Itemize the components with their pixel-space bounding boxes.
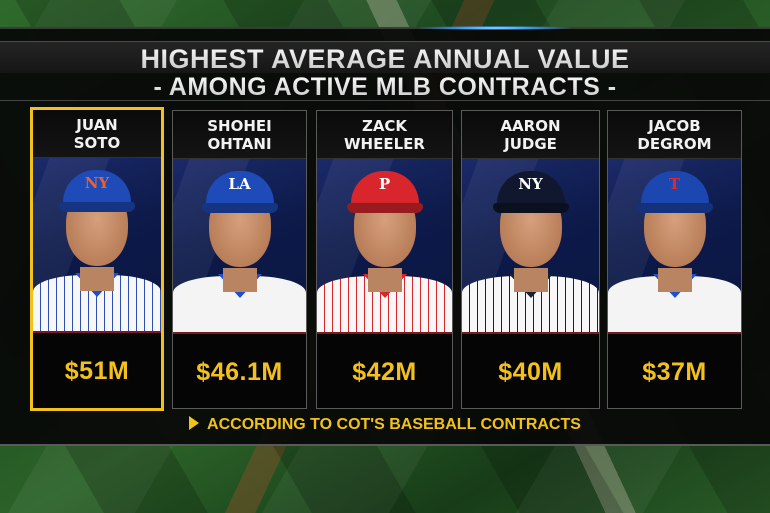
- player-name: AARON JUDGE: [462, 111, 599, 159]
- graphic-subtitle: - AMONG ACTIVE MLB CONTRACTS -: [0, 73, 770, 102]
- player-name: ZACK WHEELER: [317, 111, 452, 159]
- source-text: ACCORDING TO COT'S BASEBALL CONTRACTS: [207, 416, 581, 433]
- player-first-name: JACOB: [648, 116, 701, 135]
- neck: [80, 267, 114, 291]
- player-name: JUAN SOTO: [33, 110, 161, 158]
- player-last-name: WHEELER: [344, 134, 425, 153]
- player-photo: T: [608, 159, 741, 334]
- graphic-title: HIGHEST AVERAGE ANNUAL VALUE: [0, 44, 770, 75]
- player-card: AARON JUDGE NY $40M: [461, 110, 600, 409]
- contract-value: $51M: [64, 357, 130, 385]
- player-first-name: ZACK: [361, 116, 408, 135]
- neck: [657, 268, 692, 292]
- player-card: JACOB DEGROM T $37M: [607, 110, 742, 409]
- cap-brim: [636, 203, 713, 213]
- player-card: SHOHEI OHTANI LA $46.1M: [172, 110, 307, 409]
- cap-icon: [205, 171, 274, 209]
- source-note: ACCORDING TO COT'S BASEBALL CONTRACTS: [0, 415, 770, 434]
- player-last-name: JUDGE: [504, 134, 557, 153]
- player-first-name: AARON: [500, 116, 561, 135]
- player-name: JACOB DEGROM: [608, 111, 741, 159]
- cap-brim: [492, 203, 569, 213]
- cap-icon: [350, 171, 419, 209]
- cap-brim: [59, 202, 135, 212]
- player-last-name: SOTO: [73, 133, 121, 152]
- player-name: SHOHEI OHTANI: [173, 111, 306, 159]
- player-photo: P: [317, 159, 452, 334]
- cap-icon: [496, 171, 565, 209]
- neck: [513, 268, 548, 292]
- contract-value: $46.1M: [196, 358, 283, 386]
- player-photo: NY: [462, 159, 599, 334]
- team-logo-icon: T: [668, 175, 681, 193]
- player-photo: LA: [173, 159, 306, 334]
- title-bar: [0, 41, 770, 73]
- play-arrow-icon: [189, 415, 200, 430]
- team-logo-icon: P: [378, 175, 391, 193]
- neck: [222, 268, 257, 292]
- team-logo-icon: NY: [518, 175, 543, 193]
- team-logo-icon: LA: [228, 175, 251, 193]
- contract-value: $37M: [642, 358, 707, 386]
- contract-value: $40M: [498, 358, 563, 386]
- cap-brim: [346, 203, 423, 213]
- cap-brim: [201, 203, 278, 213]
- contract-value: $42M: [352, 358, 417, 386]
- cap-icon: [640, 171, 709, 209]
- neck: [367, 268, 402, 292]
- divider: [0, 100, 770, 101]
- player-last-name: OHTANI: [207, 134, 272, 153]
- player-first-name: SHOHEI: [207, 116, 272, 135]
- player-card: ZACK WHEELER P $42M: [316, 110, 453, 409]
- player-photo: NY: [33, 158, 161, 333]
- player-last-name: DEGROM: [637, 134, 712, 153]
- team-logo-icon: NY: [84, 174, 110, 192]
- blue-light-flare: [420, 26, 570, 30]
- player-first-name: JUAN: [76, 115, 118, 134]
- player-card: JUAN SOTO NY $51M: [30, 107, 164, 411]
